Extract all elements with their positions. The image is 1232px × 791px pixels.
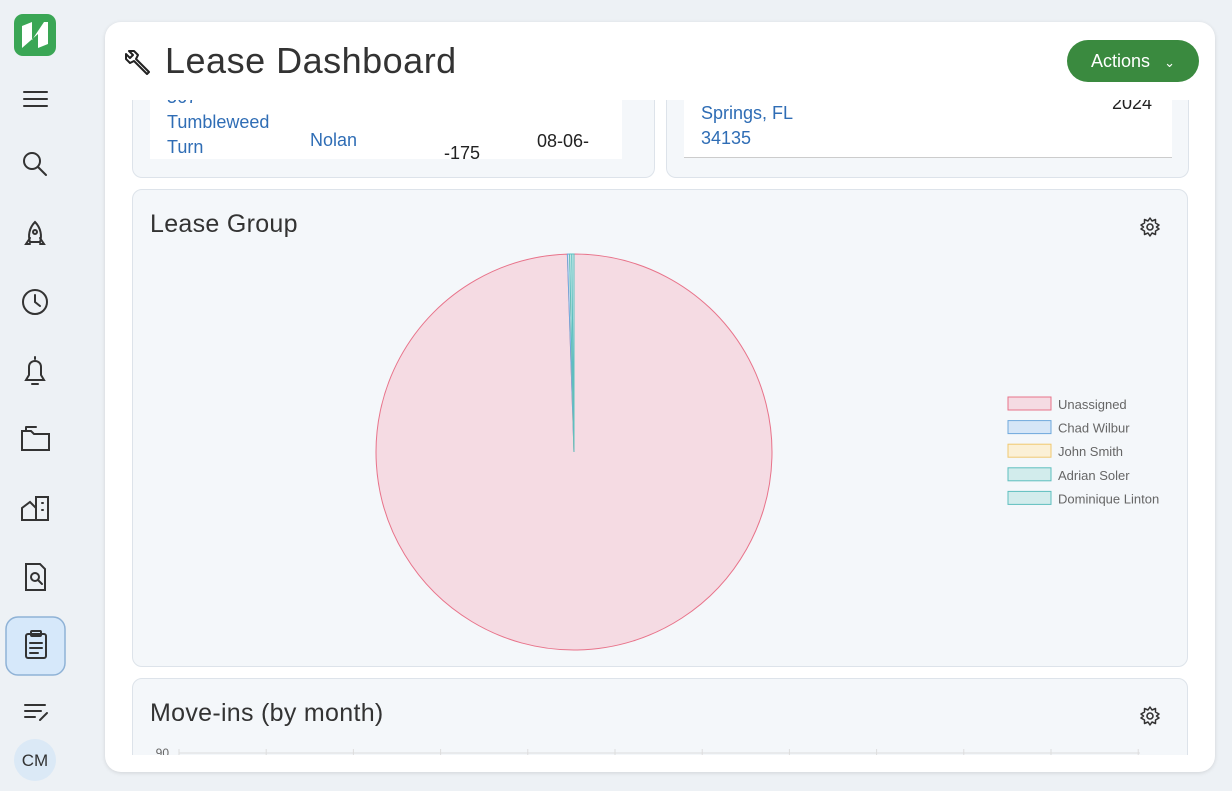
move-ins-card: Move-ins (by month) 90 [132, 678, 1188, 755]
legend-label: Unassigned [1058, 397, 1127, 412]
search-icon[interactable] [23, 152, 47, 176]
city-line: Springs, FL [701, 103, 794, 123]
document-search-icon[interactable] [25, 563, 46, 591]
lease-group-card: Lease Group Unassigned Chad Wilbur John Sm… [132, 189, 1188, 667]
tenant-link[interactable]: Nolan [310, 130, 358, 150]
bell-icon[interactable] [24, 356, 46, 385]
clock-icon[interactable] [22, 289, 48, 315]
rocket-icon[interactable] [24, 220, 46, 245]
legend-swatch [1007, 443, 1052, 458]
avatar-initials: CM [22, 751, 48, 770]
settings-icon[interactable] [1140, 706, 1160, 726]
y-tick-label: 90 [156, 746, 170, 755]
main-panel: Lease Dashboard Actions⌄ 567 Tumbleweed … [105, 22, 1215, 772]
legend-swatch [1007, 420, 1052, 435]
active-nav[interactable] [5, 616, 66, 676]
actions-button[interactable]: Actions ⌄ [1067, 40, 1199, 82]
scroll-area: 567 Tumbleweed Turn Nolan -175 08-06- Sp… [105, 100, 1215, 755]
actions-label: Actions [1091, 51, 1151, 71]
address-line: Turn [167, 137, 204, 157]
settings-icon[interactable] [1140, 217, 1160, 237]
city-link[interactable]: Springs, FL 34135 [701, 101, 793, 151]
amount: -175 [444, 143, 481, 159]
page-title: Lease Dashboard [165, 40, 457, 81]
logo[interactable] [14, 14, 56, 56]
card-title: Move-ins (by month) [150, 699, 384, 727]
lease-table-row: 567 Tumbleweed Turn Nolan -175 08-06- [150, 100, 622, 159]
avatar[interactable] [14, 739, 56, 781]
legend-label: Chad Wilbur [1058, 421, 1130, 436]
legend-label: John Smith [1058, 444, 1123, 459]
wrench-icon [125, 50, 150, 75]
pie-slice [571, 253, 575, 453]
folder-icon[interactable] [21, 426, 50, 451]
notes-icon[interactable] [24, 704, 48, 721]
buildings-icon[interactable] [21, 496, 49, 521]
city-line: 34135 [701, 128, 752, 148]
pie-chart: Unassigned Chad Wilbur John Smith Adrian So… [375, 253, 1159, 651]
legend-swatch [1007, 467, 1052, 482]
legend-label: Adrian Soler [1058, 468, 1130, 483]
top-right-card: Springs, FL 34135 2024 [666, 100, 1189, 178]
address-line: 567 [167, 100, 269, 110]
menu-icon[interactable] [23, 91, 48, 107]
top-left-card: 567 Tumbleweed Turn Nolan -175 08-06- [132, 100, 655, 178]
legend-label: Dominique Linton [1058, 491, 1159, 506]
year: 2024 [1112, 100, 1153, 113]
sidebar: CM [5, 14, 66, 781]
clipboard-icon[interactable] [25, 630, 47, 659]
address-link[interactable]: 567 Tumbleweed Turn [167, 100, 269, 159]
date: 08-06- [537, 131, 590, 151]
address-line: Tumbleweed [167, 112, 270, 132]
lease-table-row: Springs, FL 34135 2024 [684, 100, 1172, 158]
legend-swatch [1007, 490, 1052, 505]
card-title: Lease Group [150, 210, 298, 238]
legend-swatch [1007, 396, 1052, 411]
move-ins-chart: 90 [156, 746, 1140, 755]
